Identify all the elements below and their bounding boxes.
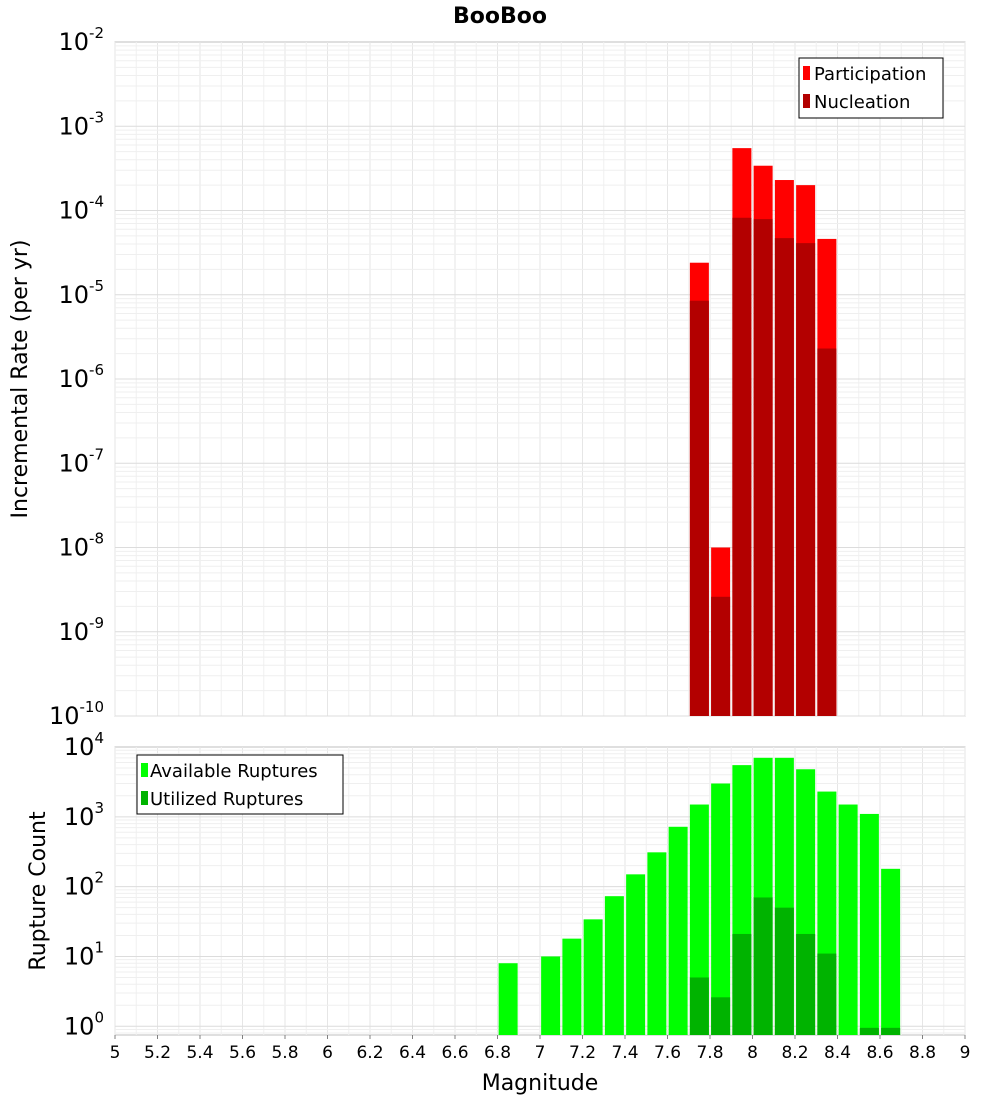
- bottom-y-tick-label: 100: [64, 1008, 104, 1040]
- bar-nucleation: [732, 217, 752, 717]
- bar-available: [859, 813, 879, 1035]
- bar-utilized: [732, 933, 752, 1035]
- bar-utilized: [859, 1027, 879, 1035]
- bar-available: [838, 804, 858, 1035]
- legend-swatch-available: [141, 763, 148, 777]
- bar-utilized: [796, 933, 816, 1035]
- bar-available: [562, 938, 582, 1035]
- x-tick-label: 5.4: [186, 1043, 213, 1063]
- bar-available: [881, 868, 901, 1035]
- x-axis-label: Magnitude: [482, 1071, 599, 1096]
- x-tick-label: 7.2: [569, 1043, 596, 1063]
- bar-available: [647, 852, 667, 1035]
- bottom-legend: Available Ruptures Utilized Ruptures: [136, 754, 344, 815]
- bar-available: [711, 783, 731, 1035]
- legend-swatch-utilized: [141, 791, 148, 805]
- bar-nucleation: [796, 243, 816, 716]
- bottom-bars: [498, 757, 901, 1035]
- x-tick-label: 7.8: [696, 1043, 723, 1063]
- top-y-tick-label: 10-7: [58, 445, 104, 477]
- top-panel: 10-10 10-9 10-8 10-7 10-6 10-5 10-4 10-3 10-2 In…: [8, 24, 966, 730]
- top-y-tick-label: 10-3: [58, 108, 104, 140]
- x-tick-label: 7.6: [654, 1043, 681, 1063]
- bar-available: [583, 919, 603, 1035]
- bottom-y-tick-label: 103: [64, 799, 104, 831]
- bar-available: [541, 956, 561, 1035]
- bar-utilized: [689, 977, 709, 1035]
- bar-utilized: [774, 907, 794, 1035]
- x-tick-label: 8.6: [866, 1043, 893, 1063]
- x-tick-label: 6.4: [399, 1043, 426, 1063]
- legend-swatch-participation: [803, 66, 810, 80]
- x-tick-label: 8.8: [909, 1043, 936, 1063]
- bottom-legend-box: [136, 754, 344, 815]
- bar-available: [626, 874, 646, 1035]
- top-gridlines: [114, 42, 966, 717]
- legend-label-utilized: Utilized Ruptures: [150, 789, 303, 810]
- legend-label-nucleation: Nucleation: [814, 92, 910, 113]
- x-tick-label: 5.8: [271, 1043, 298, 1063]
- bar-utilized: [817, 953, 837, 1035]
- bottom-x-ticks: 5 5.2 5.4 5.6 5.8 6 6.2 6.4 6.6 6.8 7 7.2 7.4 7.6 7.8 8…: [110, 1035, 971, 1063]
- bottom-y-tick-label: 101: [64, 938, 104, 970]
- top-y-tick-label: 10-8: [58, 530, 104, 562]
- top-y-tick-label: 10-9: [58, 614, 104, 646]
- bottom-y-tick-label: 102: [64, 869, 104, 901]
- bottom-y-ticks: 100 101 102 103 104: [64, 729, 104, 1040]
- legend-label-participation: Participation: [814, 64, 926, 85]
- x-tick-label: 6.2: [356, 1043, 383, 1063]
- bar-available: [604, 896, 624, 1035]
- bar-available: [668, 826, 688, 1035]
- top-legend: Participation Nucleation: [798, 57, 944, 119]
- top-legend-box: [798, 57, 944, 119]
- legend-swatch-nucleation: [803, 94, 810, 108]
- x-tick-label: 8: [747, 1043, 758, 1063]
- x-tick-label: 9: [960, 1043, 971, 1063]
- bar-utilized: [753, 897, 773, 1035]
- x-tick-label: 6: [322, 1043, 333, 1063]
- x-tick-label: 7: [535, 1043, 546, 1063]
- top-y-tick-label: 10-5: [58, 277, 104, 309]
- x-tick-label: 7.4: [611, 1043, 638, 1063]
- top-y-tick-label: 10-10: [49, 698, 104, 730]
- chart-title: BooBoo: [453, 4, 547, 29]
- bar-nucleation: [817, 348, 837, 716]
- bottom-y-tick-label: 104: [64, 729, 104, 761]
- x-tick-label: 5.2: [144, 1043, 171, 1063]
- bar-nucleation: [774, 238, 794, 716]
- x-tick-label: 8.2: [781, 1043, 808, 1063]
- legend-label-available: Available Ruptures: [150, 761, 318, 782]
- top-y-tick-label: 10-6: [58, 361, 104, 393]
- x-tick-label: 6.8: [484, 1043, 511, 1063]
- bar-nucleation: [689, 300, 709, 716]
- top-y-tick-label: 10-2: [58, 24, 104, 56]
- top-bars: [689, 148, 837, 717]
- bottom-panel: 100 101 102 103 104 5 5.2 5.4 5.6 5.8 6 6.2 6.4 6.6 6…: [26, 729, 970, 1096]
- bar-nucleation: [711, 596, 731, 716]
- bar-available: [689, 804, 709, 1035]
- x-tick-label: 5: [110, 1043, 121, 1063]
- top-y-tick-label: 10-4: [58, 193, 104, 225]
- x-tick-label: 6.6: [441, 1043, 468, 1063]
- bottom-y-axis-label: Rupture Count: [26, 811, 51, 971]
- bar-utilized: [881, 1027, 901, 1035]
- x-tick-label: 8.4: [824, 1043, 851, 1063]
- bar-nucleation: [753, 219, 773, 716]
- bar-available: [498, 963, 518, 1035]
- bar-utilized: [711, 997, 731, 1035]
- top-y-axis-label: Incremental Rate (per yr): [8, 240, 33, 519]
- x-tick-label: 5.6: [229, 1043, 256, 1063]
- top-y-ticks: 10-10 10-9 10-8 10-7 10-6 10-5 10-4 10-3 10-2: [49, 24, 104, 730]
